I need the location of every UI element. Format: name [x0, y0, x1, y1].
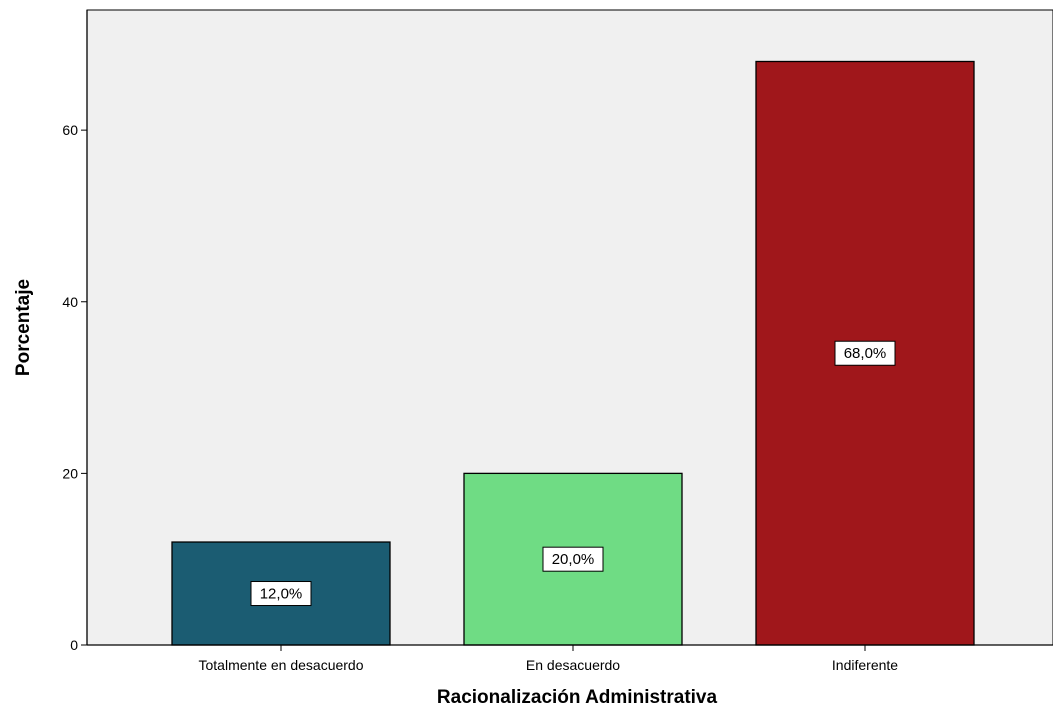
y-tick-label: 40 [62, 294, 78, 310]
x-axis-title: Racionalización Administrativa [437, 687, 718, 708]
y-tick-label: 20 [62, 465, 78, 481]
data-label-text: 20,0% [552, 551, 595, 568]
data-label: 12,0% [250, 581, 312, 607]
y-tick-label: 60 [62, 122, 78, 138]
data-label: 20,0% [542, 546, 604, 572]
x-tick-label: En desacuerdo [526, 657, 620, 673]
y-axis-ticks: 0 20 40 60 [62, 122, 87, 653]
x-axis-ticks: Totalmente en desacuerdo En desacuerdo Ind… [199, 645, 898, 673]
x-tick-label: Totalmente en desacuerdo [199, 657, 364, 673]
data-label-box [542, 546, 604, 572]
y-tick-label: 0 [70, 637, 78, 653]
data-label-text: 68,0% [844, 345, 887, 362]
data-label: 68,0% [834, 340, 896, 366]
x-tick-label: Indiferente [832, 657, 898, 673]
y-axis-title: Porcentaje [13, 279, 34, 376]
data-label-box [250, 581, 312, 607]
data-label-box [834, 340, 896, 366]
data-labels: 12,0% 20,0% 68,0% [250, 340, 896, 607]
data-label-text: 12,0% [260, 586, 303, 603]
